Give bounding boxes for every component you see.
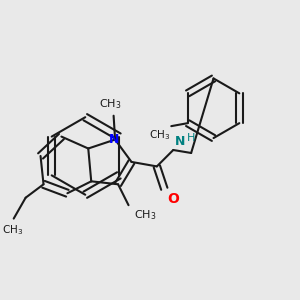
- Text: CH$_3$: CH$_3$: [2, 223, 23, 237]
- Text: N: N: [175, 135, 185, 148]
- Text: O: O: [167, 192, 179, 206]
- Text: N: N: [108, 133, 119, 146]
- Text: CH$_3$: CH$_3$: [99, 98, 122, 111]
- Text: CH$_3$: CH$_3$: [134, 208, 157, 222]
- Text: H: H: [187, 133, 195, 142]
- Text: CH$_3$: CH$_3$: [148, 128, 170, 142]
